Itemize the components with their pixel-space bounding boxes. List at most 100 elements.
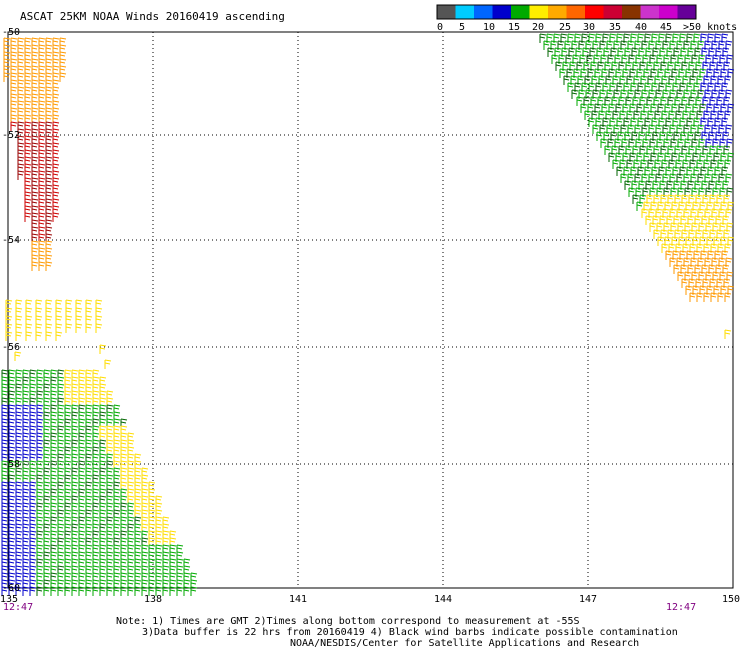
wind-barb — [588, 117, 596, 127]
longitude-label: 138 — [144, 594, 162, 605]
wind-barb — [584, 110, 592, 120]
note-line-2: 3)Data buffer is 22 hrs from 20160419 4)… — [142, 627, 678, 638]
wind-barb — [35, 307, 43, 317]
wind-barb — [75, 299, 83, 309]
wind-barb — [85, 323, 93, 333]
legend-swatch — [455, 5, 475, 19]
wind-barb — [95, 323, 103, 333]
wind-barb — [95, 307, 103, 317]
wind-barb — [681, 278, 689, 288]
wind-barb — [15, 586, 23, 596]
legend-tick-label: 30 — [583, 22, 595, 33]
latitude-label: -58 — [2, 459, 20, 470]
wind-barb — [78, 586, 86, 596]
wind-barb — [724, 292, 732, 302]
wind-barb — [29, 586, 37, 596]
wind-barb — [8, 586, 16, 596]
time-left: 12:47 — [3, 602, 33, 613]
wind-barb — [596, 131, 604, 141]
wind-barb — [36, 586, 44, 596]
wind-barb — [52, 212, 60, 222]
wind-barb — [17, 170, 25, 180]
wind-barb — [176, 586, 184, 596]
wind-barb — [190, 586, 198, 596]
longitude-label: 147 — [579, 594, 597, 605]
wind-barb — [55, 331, 63, 341]
wind-barb — [5, 323, 13, 333]
longitude-labels: 135 138 141 144 147 150 — [0, 594, 740, 605]
wind-barb — [99, 586, 107, 596]
wind-barb — [45, 331, 53, 341]
wind-barb — [10, 121, 18, 131]
wind-barb — [25, 315, 33, 325]
legend-tick-label: 20 — [532, 22, 544, 33]
wind-barb — [65, 315, 73, 325]
wind-barb — [162, 586, 170, 596]
longitude-label: 150 — [722, 594, 740, 605]
wind-barb — [99, 344, 107, 354]
wind-barb — [55, 307, 63, 317]
wind-barb — [15, 299, 23, 309]
legend-tick-label: 15 — [508, 22, 520, 33]
wind-barb — [559, 68, 567, 78]
wind-barb — [657, 236, 665, 246]
longitude-label: 141 — [289, 594, 307, 605]
legend-swatch — [492, 5, 512, 19]
wind-barb — [547, 47, 555, 57]
wind-barb — [5, 331, 13, 341]
legend-swatch — [659, 5, 678, 19]
wind-barb — [576, 96, 584, 106]
wind-barb — [104, 359, 112, 369]
wind-barb — [580, 103, 588, 113]
wind-barb — [653, 229, 661, 239]
wind-barb — [612, 159, 620, 169]
wind-barb — [65, 323, 73, 333]
wind-barb — [183, 586, 191, 596]
wind-barb — [563, 75, 571, 85]
map-title: ASCAT 25KM NOAA Winds 20160419 ascending — [20, 10, 285, 23]
wind-barb — [669, 257, 677, 267]
wind-barb — [724, 329, 732, 339]
wind-barb — [95, 299, 103, 309]
legend-tick-label: 5 — [459, 22, 465, 33]
wind-barb — [57, 586, 65, 596]
wind-barb — [620, 173, 628, 183]
wind-barb — [15, 331, 23, 341]
wind-barb — [55, 299, 63, 309]
wind-barb — [5, 299, 13, 309]
wind-barb — [624, 180, 632, 190]
map-frame — [7, 31, 734, 589]
wind-barb — [15, 323, 23, 333]
wind-barb — [5, 315, 13, 325]
wind-barb — [75, 307, 83, 317]
wind-barb — [141, 586, 149, 596]
wind-barb — [148, 586, 156, 596]
legend-swatch — [622, 5, 641, 19]
wind-speed-legend: 0 5 10 15 20 25 30 35 40 45 >50 knots — [436, 4, 737, 33]
wind-barb — [45, 315, 53, 325]
wind-barb — [59, 72, 67, 82]
wind-barb — [600, 138, 608, 148]
latitude-label: -56 — [2, 342, 20, 353]
longitude-label: 135 — [0, 594, 18, 605]
legend-swatch — [548, 5, 567, 19]
wind-barb — [555, 61, 563, 71]
legend-swatch — [474, 5, 493, 19]
wind-barb — [685, 285, 693, 295]
wind-barb — [169, 586, 177, 596]
wind-barb — [55, 323, 63, 333]
legend-tick-label: >50 knots — [683, 22, 737, 33]
wind-barb — [14, 351, 22, 361]
legend-swatch — [511, 5, 530, 19]
wind-barb — [608, 152, 616, 162]
wind-barb — [628, 187, 636, 197]
wind-barb — [673, 264, 681, 274]
wind-barb — [31, 261, 39, 271]
time-right: 12:47 — [666, 602, 696, 613]
wind-barb — [35, 323, 43, 333]
legend-swatch — [566, 5, 586, 19]
wind-barb — [85, 307, 93, 317]
wind-barb — [71, 586, 79, 596]
wind-barb — [3, 72, 11, 82]
